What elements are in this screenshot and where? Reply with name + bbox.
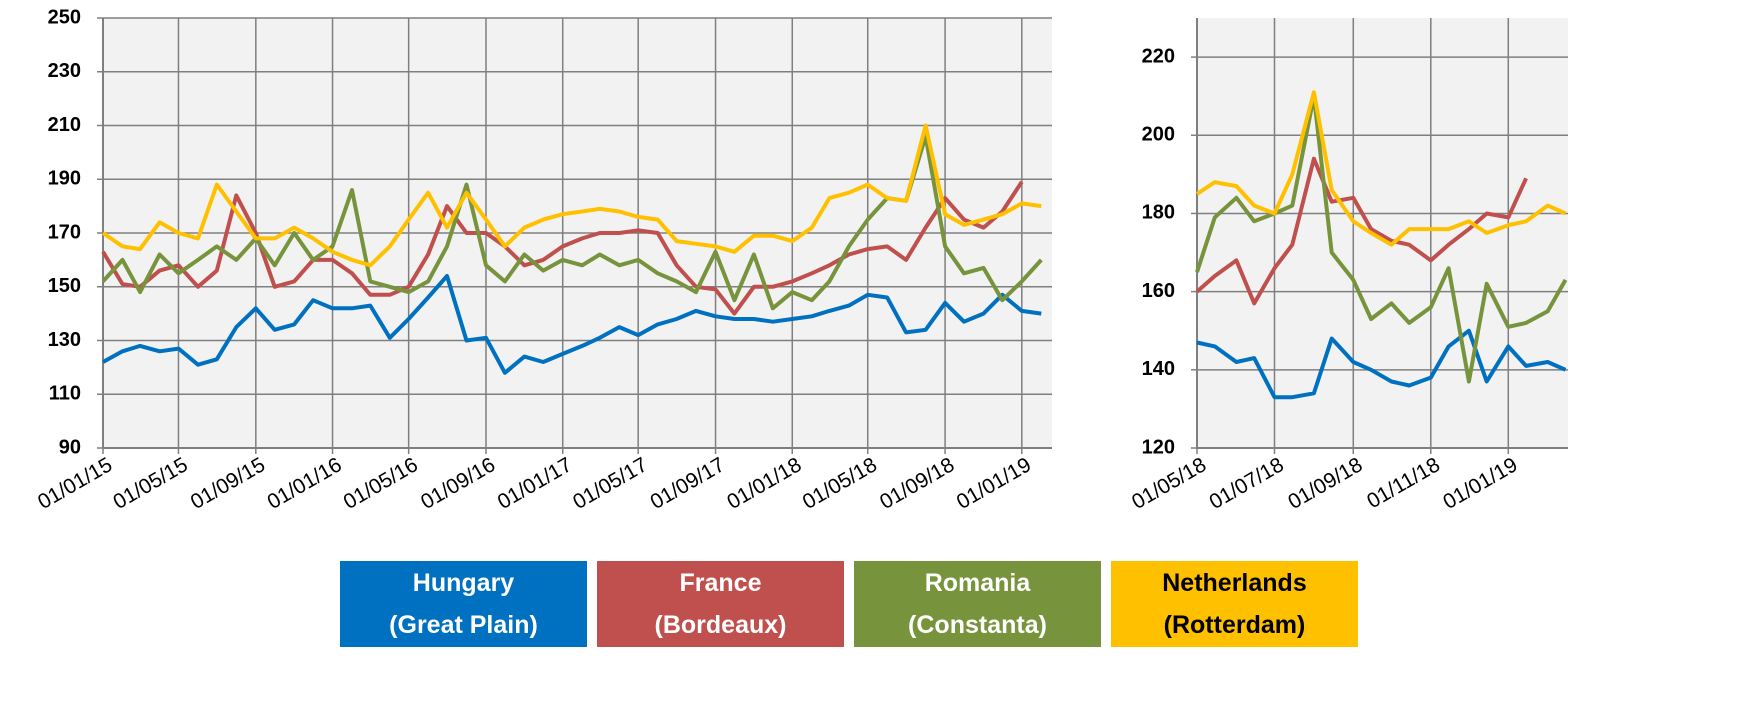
legend-entry: Hungary (Great Plain) [340, 561, 587, 647]
y-tick-label: 110 [49, 383, 81, 405]
y-tick-label: 250 [48, 6, 81, 28]
series-line [101, 180, 1024, 316]
x-tick-label: 01/01/16 [264, 453, 346, 514]
legend-entry: Netherlands (Rotterdam) [1111, 561, 1358, 647]
series-line [1195, 90, 1567, 247]
x-tick-label: 01/01/18 [723, 453, 805, 514]
x-tick-label: 01/09/16 [417, 453, 499, 514]
y-tick-label: 180 [1142, 202, 1175, 224]
series-line [1195, 94, 1568, 384]
x-tick-label: 01/01/17 [494, 453, 576, 514]
y-tick-label: 210 [48, 114, 81, 136]
x-tick-label: 01/05/17 [569, 453, 651, 514]
x-tick-label: 01/05/18 [799, 453, 881, 514]
y-tick-label: 120 [1142, 436, 1175, 458]
y-tick-label: 190 [48, 168, 81, 190]
x-tick-label: 01/11/18 [1363, 453, 1444, 513]
x-tick-label: 01/07/18 [1205, 453, 1287, 514]
y-tick-label: 230 [48, 60, 81, 82]
x-tick-label: 01/05/18 [1128, 453, 1210, 514]
legend: Hungary (Great Plain) France (Bordeaux) Ro… [340, 561, 1358, 647]
y-tick-label: 160 [1142, 280, 1175, 302]
series-line [101, 134, 1043, 311]
y-tick-label: 130 [48, 329, 81, 351]
y-tick-label: 200 [1142, 124, 1175, 146]
x-tick-label: 01/05/15 [109, 453, 191, 514]
plot-area [1197, 18, 1568, 448]
x-tick-label: 01/01/19 [1439, 453, 1521, 514]
x-tick-label: 01/09/18 [1284, 453, 1366, 514]
y-tick-label: 90 [59, 436, 81, 458]
x-tick-label: 01/09/18 [876, 453, 958, 514]
x-tick-label: 01/05/16 [340, 453, 422, 514]
y-tick-label: 220 [1142, 45, 1175, 67]
y-tick-label: 150 [48, 275, 81, 297]
x-tick-label: 01/01/15 [34, 453, 116, 514]
legend-entry: Romania (Constanta) [854, 561, 1101, 647]
charts: 9011013015017019021023025001/01/1501/05/… [34, 6, 1568, 514]
legend-entry: France (Bordeaux) [597, 561, 844, 647]
series-line [1196, 328, 1567, 400]
y-tick-label: 170 [48, 221, 81, 243]
series-line [1195, 156, 1528, 306]
x-tick-label: 01/09/17 [647, 453, 729, 514]
x-tick-label: 01/01/19 [953, 453, 1035, 514]
series-line [101, 123, 1042, 268]
series-line [102, 274, 1042, 375]
x-tick-label: 01/09/15 [187, 453, 269, 514]
y-tick-label: 140 [1142, 358, 1175, 380]
